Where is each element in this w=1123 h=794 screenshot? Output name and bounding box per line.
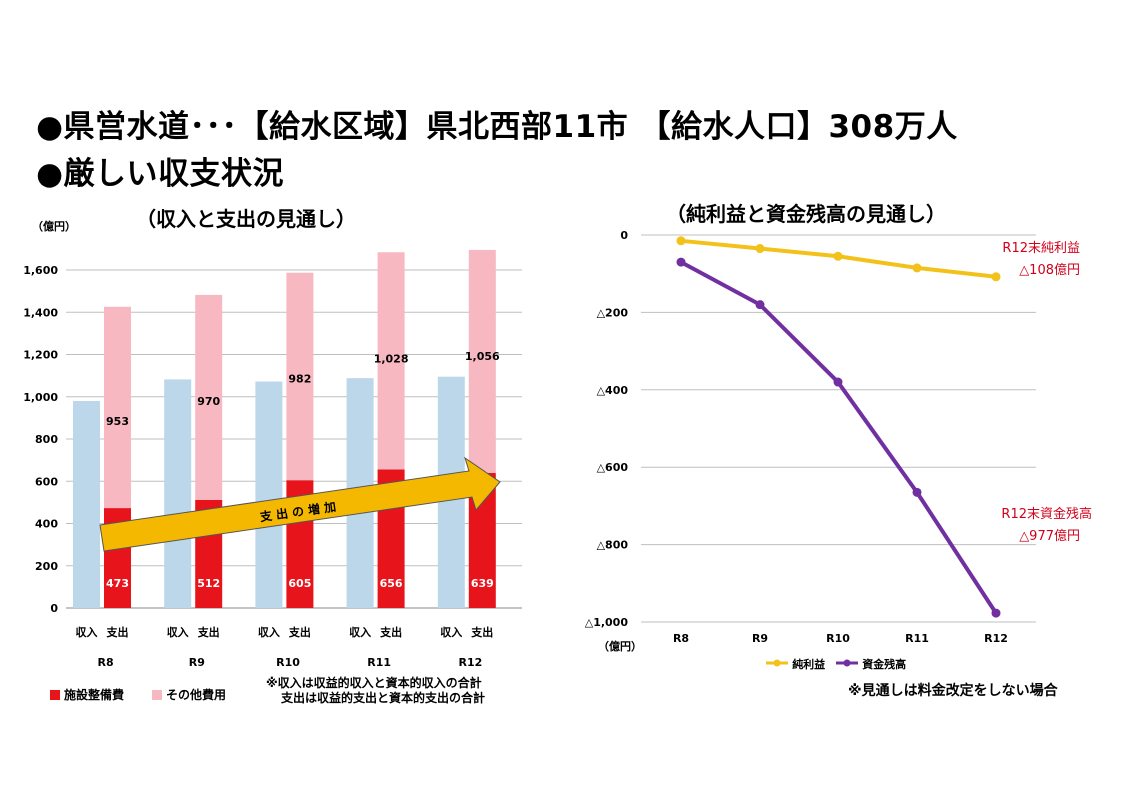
bar-y-tick-label: 1,400 — [23, 306, 58, 319]
line-y-tick-label: △600 — [597, 461, 629, 474]
bar-y-tick-label: 1,000 — [23, 391, 58, 404]
bar-y-tick-label: 0 — [50, 602, 58, 615]
bar-chart-note: ※収入は収益的収入と資本的収入の合計 支出は収益的支出と資本的支出の合計 — [266, 676, 485, 706]
bar-chart-note-line1: ※収入は収益的収入と資本的収入の合計 — [266, 676, 482, 690]
facility-cost-label: 656 — [380, 577, 403, 590]
legend-facility: 施設整備費 — [50, 686, 124, 703]
bar-y-tick-label: 1,600 — [23, 264, 58, 277]
legend-other-label: その他費用 — [166, 688, 227, 702]
legend-net-profit: 純利益 — [766, 656, 825, 672]
other-cost-bar — [286, 272, 314, 481]
fund-balance-point — [755, 300, 765, 310]
legend-net-profit-marker — [766, 659, 788, 667]
other-cost-bar — [377, 252, 405, 470]
x-bar-label-revenue: 収入 — [440, 626, 462, 639]
line-y-tick-label: △800 — [597, 539, 629, 552]
line-y-tick-label: △200 — [597, 306, 629, 319]
x-category-label: R11 — [367, 656, 391, 669]
legend-other: その他費用 — [152, 686, 226, 703]
bar-chart-unit: （億円） — [32, 219, 76, 233]
bar-y-tick-label: 1,200 — [23, 349, 58, 362]
line-chart-unit: （億円） — [598, 639, 642, 653]
x-bar-label-expense: 支出 — [106, 625, 129, 639]
net-profit-point — [833, 251, 843, 261]
x-category-label: R9 — [189, 656, 205, 669]
bar-y-tick-label: 400 — [35, 518, 58, 531]
line-chart-title: （純利益と資金残高の見通し） — [666, 202, 946, 226]
other-cost-bar — [468, 249, 496, 474]
legend-fund-balance-marker — [836, 659, 858, 667]
facility-cost-label: 639 — [471, 577, 494, 590]
legend-fund-balance-label: 資金残高 — [862, 658, 907, 671]
other-cost-label: 982 — [288, 373, 311, 386]
line-x-tick-label: R9 — [752, 632, 768, 645]
x-bar-label-expense: 支出 — [197, 625, 220, 639]
other-cost-bar — [195, 294, 223, 500]
revenue-bar — [73, 400, 100, 608]
fund-balance-line — [680, 260, 998, 615]
bar-y-tick-label: 200 — [35, 560, 58, 573]
other-cost-label: 1,028 — [374, 352, 409, 365]
bar-chart-note-line2: 支出は収益的支出と資本的支出の合計 — [281, 691, 486, 705]
x-bar-label-revenue: 収入 — [76, 626, 98, 639]
fund-balance-point — [676, 257, 686, 267]
net-profit-point — [991, 272, 1001, 282]
other-cost-label: 1,056 — [465, 350, 500, 363]
arrow-shape — [99, 456, 501, 552]
legend-facility-label: 施設整備費 — [64, 688, 125, 702]
footnote: ※見通しは料金改定をしない場合 — [848, 683, 1058, 699]
line-y-tick-label: 0 — [620, 229, 628, 242]
fund-balance-point — [912, 487, 922, 497]
x-bar-label-expense: 支出 — [470, 625, 493, 639]
x-bar-label-expense: 支出 — [288, 625, 311, 639]
fund-balance-point — [833, 377, 843, 387]
other-cost-label: 953 — [106, 415, 129, 428]
x-bar-label-revenue: 収入 — [349, 626, 371, 639]
net-profit-point — [755, 244, 765, 254]
legend-facility-swatch — [50, 690, 60, 700]
x-category-label: R8 — [98, 656, 114, 669]
x-category-label: R12 — [459, 656, 483, 669]
bar-chart: （億円） 0 200 400 600 800 1,000 1,200 1,400 1,600 473… — [23, 219, 522, 669]
net-profit-point — [912, 263, 922, 273]
x-bar-label-revenue: 収入 — [258, 626, 280, 639]
x-bar-label-expense: 支出 — [379, 625, 402, 639]
fund-balance-point — [991, 608, 1001, 618]
facility-cost-label: 605 — [288, 577, 311, 590]
line-x-tick-label: R10 — [826, 632, 850, 645]
net-profit-point — [676, 236, 686, 246]
legend-net-profit-label: 純利益 — [792, 658, 826, 671]
x-bar-label-revenue: 収入 — [167, 626, 189, 639]
bar-y-tick-label: 800 — [35, 433, 58, 446]
line-x-tick-label: R8 — [673, 632, 689, 645]
fund-annotation-line1: R12末資金残高 — [1001, 506, 1092, 522]
fund-annotation-line2: △977億円 — [1019, 528, 1080, 544]
net-profit-annotation-line2: △108億円 — [1019, 262, 1080, 278]
bar-y-tick-label: 600 — [35, 475, 58, 488]
legend-other-swatch — [152, 690, 162, 700]
facility-cost-label: 473 — [106, 577, 129, 590]
line-y-tick-label: △400 — [597, 384, 629, 397]
headline-financial-status: ●厳しい収支状況 — [36, 156, 285, 192]
line-x-tick-label: R12 — [984, 632, 1008, 645]
revenue-bar — [255, 381, 283, 608]
bar-chart-title: （収入と支出の見通し） — [136, 207, 356, 231]
facility-cost-label: 512 — [197, 577, 220, 590]
line-y-tick-label: △1,000 — [585, 616, 629, 629]
other-cost-label: 970 — [197, 395, 220, 408]
revenue-bar — [164, 379, 192, 608]
legend-fund-balance: 資金残高 — [836, 656, 906, 672]
line-chart: 0 △200 △400 △600 △800 △1,000 （億円） R8 R9 R10 R11 R12… — [585, 229, 1092, 653]
line-x-tick-label: R11 — [905, 632, 929, 645]
headline-service-area: ●県営水道･･･【給水区域】県北西部11市 【給水人口】308万人 — [36, 109, 958, 145]
x-category-label: R10 — [276, 656, 300, 669]
net-profit-annotation-line1: R12末純利益 — [1002, 241, 1080, 256]
spending-increase-arrow: 支 出 の 増 加 — [99, 456, 501, 552]
other-cost-bar — [104, 306, 131, 509]
